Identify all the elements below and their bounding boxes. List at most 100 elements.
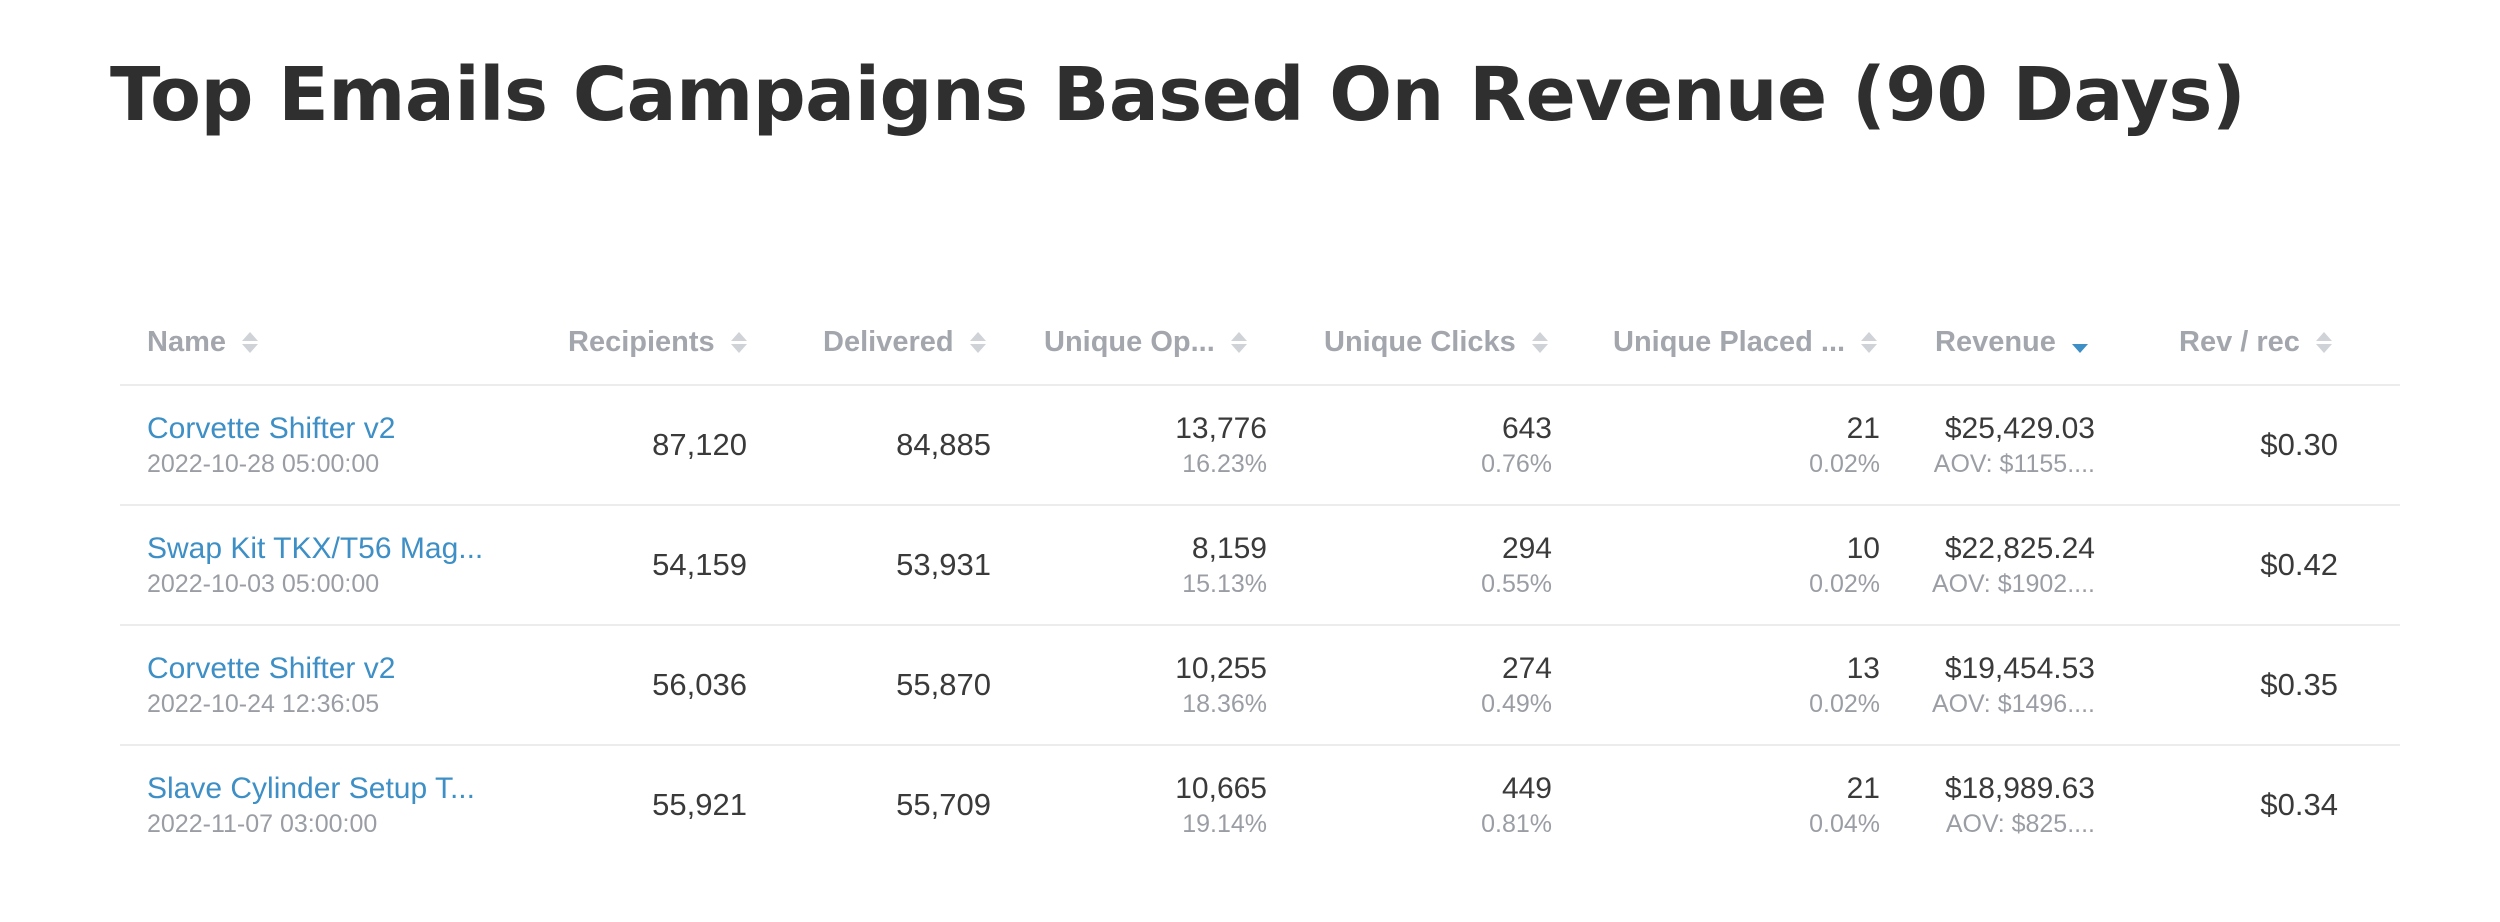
sort-icon bbox=[730, 327, 747, 357]
column-label: Recipients bbox=[568, 325, 715, 358]
aov-value: AOV: $1902.... bbox=[1931, 570, 2095, 598]
opens-value: 10,255 bbox=[1175, 652, 1267, 685]
sort-icon bbox=[1230, 327, 1247, 357]
table-row: Corvette Shifter v2 2022-10-28 05:00:00 … bbox=[120, 386, 2400, 506]
placed-cell: 13 0.02% bbox=[1809, 626, 1880, 744]
placed-cell: 10 0.02% bbox=[1809, 506, 1880, 624]
delivered-value: 55,709 bbox=[896, 787, 991, 822]
delivered-cell: 55,870 bbox=[896, 626, 991, 744]
campaign-send-date: 2022-10-28 05:00:00 bbox=[147, 450, 380, 478]
campaign-name-link[interactable]: Corvette Shifter v2 bbox=[147, 652, 396, 685]
revenue-cell: $22,825.24 AOV: $1902.... bbox=[1932, 506, 2095, 624]
delivered-value: 84,885 bbox=[896, 427, 991, 462]
clicks-value: 643 bbox=[1501, 412, 1552, 445]
column-label: Unique Op... bbox=[1044, 325, 1215, 358]
clicks-cell: 643 0.76% bbox=[1481, 386, 1552, 504]
sort-icon bbox=[2315, 327, 2332, 357]
campaign-send-date: 2022-10-24 12:36:05 bbox=[147, 690, 380, 718]
table-row: Swap Kit TKX/T56 Mag... 2022-10-03 05:00… bbox=[120, 506, 2400, 626]
placed-value: 21 bbox=[1846, 772, 1880, 805]
column-label: Delivered bbox=[823, 325, 954, 358]
opens-value: 8,159 bbox=[1191, 532, 1267, 565]
recipients-cell: 54,159 bbox=[652, 506, 747, 624]
revenue-cell: $25,429.03 AOV: $1155.... bbox=[1934, 386, 2095, 504]
sort-icon bbox=[1861, 327, 1878, 357]
column-header-name[interactable]: Name bbox=[147, 300, 258, 384]
revenue-value: $22,825.24 bbox=[1944, 532, 2095, 565]
table-row: Corvette Shifter v2 2022-10-24 12:36:05 … bbox=[120, 626, 2400, 746]
clicks-value: 449 bbox=[1501, 772, 1552, 805]
recipients-value: 55,921 bbox=[652, 787, 747, 822]
revenue-value: $18,989.63 bbox=[1944, 772, 2095, 805]
clicks-cell: 274 0.49% bbox=[1481, 626, 1552, 744]
open-rate: 16.23% bbox=[1182, 450, 1267, 478]
opens-cell: 10,255 18.36% bbox=[1175, 626, 1267, 744]
placed-rate: 0.02% bbox=[1809, 450, 1880, 478]
placed-value: 21 bbox=[1846, 412, 1880, 445]
rev-per-rec-value: $0.35 bbox=[2260, 667, 2338, 702]
campaign-name-link[interactable]: Corvette Shifter v2 bbox=[147, 412, 396, 445]
placed-value: 13 bbox=[1846, 652, 1880, 685]
column-header-unique-clicks[interactable]: Unique Clicks bbox=[1324, 300, 1548, 384]
column-header-recipients[interactable]: Recipients bbox=[568, 300, 747, 384]
rev-per-rec-cell: $0.42 bbox=[2260, 506, 2338, 624]
campaign-name-link[interactable]: Swap Kit TKX/T56 Mag... bbox=[147, 532, 484, 565]
rev-per-rec-cell: $0.34 bbox=[2260, 746, 2338, 864]
page-title: Top Emails Campaigns Based On Revenue (9… bbox=[110, 52, 2246, 138]
click-rate: 0.55% bbox=[1481, 570, 1552, 598]
sort-descending-icon bbox=[2071, 327, 2088, 357]
column-header-revenue[interactable]: Revenue bbox=[1935, 300, 2088, 384]
open-rate: 19.14% bbox=[1182, 810, 1267, 838]
placed-rate: 0.02% bbox=[1809, 570, 1880, 598]
opens-value: 13,776 bbox=[1175, 412, 1267, 445]
click-rate: 0.76% bbox=[1481, 450, 1552, 478]
column-header-rev-per-rec[interactable]: Rev / rec bbox=[2179, 300, 2332, 384]
placed-cell: 21 0.04% bbox=[1809, 746, 1880, 864]
placed-rate: 0.02% bbox=[1809, 690, 1880, 718]
aov-value: AOV: $1496.... bbox=[1931, 690, 2095, 718]
delivered-cell: 84,885 bbox=[896, 386, 991, 504]
aov-value: AOV: $825.... bbox=[1945, 810, 2095, 838]
table-row: Slave Cylinder Setup T... 2022-11-07 03:… bbox=[120, 746, 2400, 864]
column-label: Unique Clicks bbox=[1324, 325, 1516, 358]
column-header-unique-opens[interactable]: Unique Op... bbox=[1044, 300, 1247, 384]
campaigns-table: Name Recipients Delivered Unique Op... U… bbox=[120, 300, 2400, 864]
sort-icon bbox=[242, 327, 258, 357]
name-cell: Corvette Shifter v2 2022-10-28 05:00:00 bbox=[147, 386, 395, 504]
rev-per-rec-value: $0.42 bbox=[2260, 547, 2338, 582]
revenue-cell: $18,989.63 AOV: $825.... bbox=[1945, 746, 2095, 864]
name-cell: Slave Cylinder Setup T... 2022-11-07 03:… bbox=[147, 746, 475, 864]
placed-cell: 21 0.02% bbox=[1809, 386, 1880, 504]
recipients-value: 56,036 bbox=[652, 667, 747, 702]
recipients-cell: 55,921 bbox=[652, 746, 747, 864]
clicks-value: 294 bbox=[1501, 532, 1552, 565]
placed-rate: 0.04% bbox=[1809, 810, 1880, 838]
recipients-cell: 87,120 bbox=[652, 386, 747, 504]
sort-icon bbox=[1531, 327, 1548, 357]
rev-per-rec-cell: $0.30 bbox=[2260, 386, 2338, 504]
delivered-cell: 53,931 bbox=[896, 506, 991, 624]
opens-value: 10,665 bbox=[1175, 772, 1267, 805]
rev-per-rec-cell: $0.35 bbox=[2260, 626, 2338, 744]
placed-value: 10 bbox=[1846, 532, 1880, 565]
aov-value: AOV: $1155.... bbox=[1933, 450, 2095, 478]
revenue-value: $19,454.53 bbox=[1944, 652, 2095, 685]
revenue-value: $25,429.03 bbox=[1944, 412, 2095, 445]
delivered-cell: 55,709 bbox=[896, 746, 991, 864]
clicks-value: 274 bbox=[1501, 652, 1552, 685]
open-rate: 15.13% bbox=[1182, 570, 1267, 598]
recipients-cell: 56,036 bbox=[652, 626, 747, 744]
click-rate: 0.81% bbox=[1481, 810, 1552, 838]
column-header-unique-placed[interactable]: Unique Placed ... bbox=[1613, 300, 1878, 384]
rev-per-rec-value: $0.30 bbox=[2260, 427, 2338, 462]
delivered-value: 53,931 bbox=[896, 547, 991, 582]
campaign-name-link[interactable]: Slave Cylinder Setup T... bbox=[147, 772, 475, 805]
column-label: Revenue bbox=[1935, 325, 2056, 358]
clicks-cell: 294 0.55% bbox=[1481, 506, 1552, 624]
clicks-cell: 449 0.81% bbox=[1481, 746, 1552, 864]
opens-cell: 13,776 16.23% bbox=[1175, 386, 1267, 504]
column-header-delivered[interactable]: Delivered bbox=[823, 300, 986, 384]
click-rate: 0.49% bbox=[1481, 690, 1552, 718]
rev-per-rec-value: $0.34 bbox=[2260, 787, 2338, 822]
table-body: Corvette Shifter v2 2022-10-28 05:00:00 … bbox=[120, 386, 2400, 864]
